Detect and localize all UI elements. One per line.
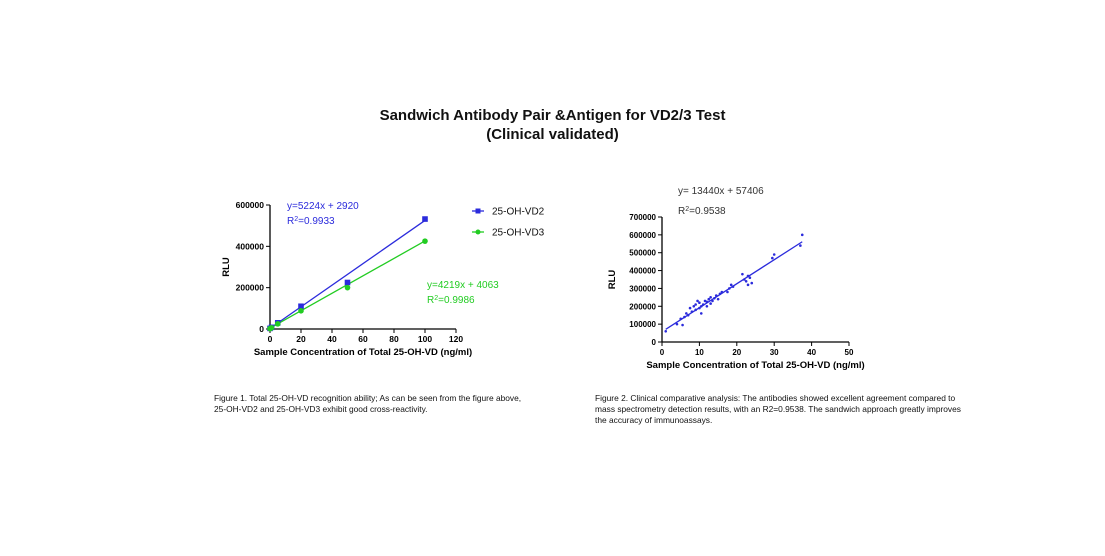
chart2-point [685, 312, 688, 315]
chart2-point [698, 306, 701, 310]
chart1-point-25-oh-vd3 [344, 284, 351, 291]
chart2-point [686, 313, 690, 317]
chart2-x-tick-label: 40 [807, 348, 816, 357]
chart2-point [716, 297, 720, 301]
chart1-legend-label-25-oh-vd3: 25-OH-VD3 [492, 228, 545, 239]
chart2-point [694, 308, 697, 312]
chart2-point [731, 285, 735, 288]
chart2-point [701, 303, 705, 306]
chart1-x-tick-label: 40 [327, 334, 337, 344]
chart2-point [744, 279, 748, 283]
chart2-x-tick-label: 0 [660, 348, 665, 357]
chart2-point [771, 256, 774, 260]
chart2-point [799, 244, 802, 247]
chart2-point [696, 299, 699, 303]
chart2-point [713, 296, 716, 300]
chart1-equation-vd3: y=4219x + 4063 [427, 280, 499, 291]
chart2-point [748, 276, 752, 280]
chart2-point [709, 296, 712, 299]
chart1-y-axis-label: RLU [221, 257, 232, 277]
chart1-point-25-oh-vd3 [274, 321, 281, 327]
chart2-x-tick-label: 30 [770, 348, 779, 357]
chart2-x-tick-label: 20 [732, 348, 741, 357]
chart2-point [675, 322, 679, 326]
chart2-point [728, 287, 731, 290]
chart1-fit-line-25-oh-vd2 [269, 219, 426, 329]
chart2-point [694, 303, 697, 306]
chart1-r2-vd3: R2=0.9986 [427, 295, 475, 307]
chart2-r2: R2=0.9538 [678, 206, 726, 218]
chart2-y-tick-label: 200000 [629, 302, 656, 311]
chart2-point [679, 317, 682, 321]
chart1-point-25-oh-vd2 [344, 279, 351, 286]
chart1-y-tick-label: 200000 [236, 283, 265, 293]
page-subtitle: (Clinical validated) [486, 126, 619, 143]
chart1-y-tick-label: 0 [259, 324, 264, 334]
chart2-point [681, 323, 684, 327]
page-title: Sandwich Antibody Pair &Antigen for VD2/… [379, 107, 726, 124]
chart1-point-25-oh-vd3 [268, 324, 275, 331]
chart2-point [692, 304, 696, 308]
chart2-point [729, 283, 733, 287]
chart2-point [718, 292, 722, 296]
chart1-x-tick-label: 0 [268, 334, 273, 344]
chart2-point [683, 315, 686, 319]
chart2-x-tick-label: 50 [845, 348, 854, 357]
chart2-point [711, 299, 714, 303]
chart1-point-25-oh-vd3 [298, 308, 304, 314]
chart2-point [709, 302, 712, 305]
chart2-x-tick-label: 10 [695, 348, 704, 357]
chart2-point [705, 300, 709, 304]
chart2-y-tick-label: 700000 [629, 213, 656, 222]
chart1-x-tick-label: 80 [389, 334, 399, 344]
chart1-y-tick-label: 600000 [236, 200, 265, 210]
chart1-equation-vd2: y=5224x + 2920 [287, 201, 359, 212]
chart2-y-tick-label: 500000 [629, 249, 656, 258]
chart2-point [699, 312, 703, 315]
chart1-x-tick-label: 20 [296, 334, 306, 344]
chart2-point [698, 301, 701, 305]
chart2-point [699, 304, 703, 308]
chart2-point [800, 233, 804, 237]
chart1-point-25-oh-vd3 [422, 238, 428, 244]
chart2-point [726, 290, 729, 294]
chart1-legend-marker-25-oh-vd2 [475, 208, 481, 214]
chart2-y-tick-label: 300000 [629, 284, 656, 293]
chart2-x-axis-label: Sample Concentration of Total 25-OH-VD (… [646, 360, 864, 371]
chart1-legend-label-25-oh-vd2: 25-OH-VD2 [492, 207, 545, 218]
chart2-point [690, 310, 694, 313]
chart2-point [742, 278, 746, 281]
chart2-y-axis-label: RLU [607, 270, 618, 290]
chart2-y-tick-label: 400000 [629, 267, 656, 276]
chart2-y-tick-label: 100000 [629, 320, 656, 329]
chart2-point [746, 283, 750, 287]
chart2-y-tick-label: 0 [652, 338, 657, 347]
chart2-point [772, 253, 776, 256]
chart1-r2-vd2: R2=0.9933 [287, 216, 335, 228]
chart2-fit-line [665, 241, 803, 330]
chart1-x-axis-label: Sample Concentration of Total 25-OH-VD (… [254, 347, 472, 358]
chart2-point [714, 294, 718, 297]
chart1-x-tick-label: 60 [358, 334, 368, 344]
chart1-point-25-oh-vd2 [298, 303, 304, 310]
figure-2-caption: Figure 2. Clinical comparative analysis:… [595, 393, 961, 425]
chart1-point-25-oh-vd2 [422, 216, 428, 222]
chart1-x-tick-label: 120 [449, 334, 463, 344]
chart2-point [746, 274, 750, 278]
chart2-point [705, 304, 709, 308]
chart2-point [741, 272, 744, 276]
chart2-point [720, 290, 724, 294]
chart2-point [664, 329, 668, 333]
chart2-point [707, 297, 711, 301]
chart2-point [688, 306, 692, 310]
chart2-point [750, 281, 754, 285]
chart2-y-tick-label: 600000 [629, 231, 656, 240]
chart1-y-tick-label: 400000 [236, 241, 265, 251]
chart1-legend-marker-25-oh-vd3 [475, 229, 481, 235]
figure-1-caption: Figure 1. Total 25-OH-VD recognition abi… [214, 393, 522, 414]
chart1-x-tick-label: 100 [418, 334, 432, 344]
chart2-equation: y= 13440x + 57406 [678, 186, 764, 197]
